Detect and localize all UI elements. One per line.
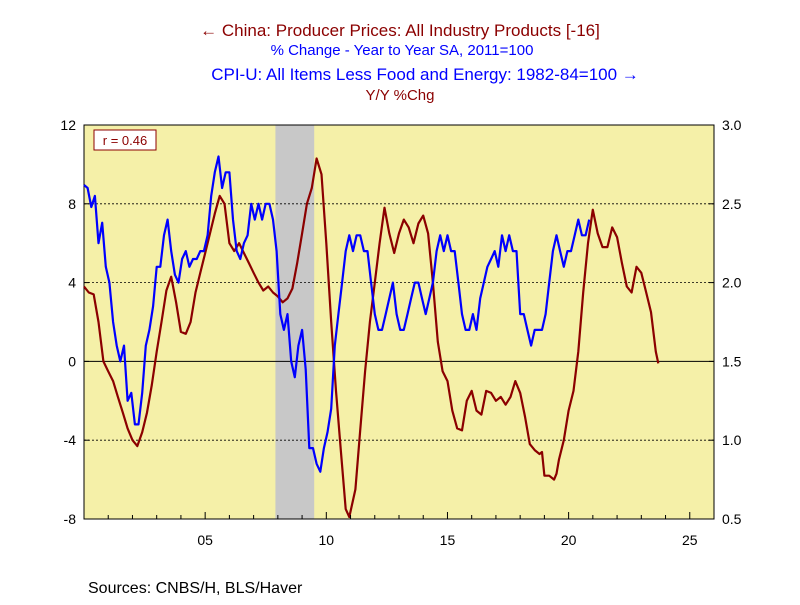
legend-china-ppi: ← China: Producer Prices: All Industry P…	[200, 21, 600, 40]
legend-arrow-right: →	[622, 65, 639, 84]
source-note: Sources: CNBS/H, BLS/Haver	[88, 580, 303, 597]
y-left-tick-label: 4	[68, 275, 76, 291]
legend-china-ppi-subtitle: % Change - Year to Year SA, 2011=100	[271, 42, 534, 59]
plot-area: -8 -4 0 4 8 12 0.5 1.0 1.5 2.0 2.5 3.0 05 10 15 20 25	[60, 117, 741, 548]
x-tick-label: 15	[440, 532, 456, 548]
y-right-tick-label: 2.0	[722, 275, 742, 291]
annotation: r = 0.46	[93, 129, 157, 151]
legend-arrow-left: ←	[200, 21, 222, 40]
y-left-tick-label: 0	[68, 353, 76, 369]
x-tick-label: 05	[197, 532, 213, 548]
y-right-tick-label: 2.5	[722, 196, 742, 212]
x-tick-label: 20	[561, 532, 577, 548]
y-left-tick-label: -4	[64, 432, 77, 448]
y-left-tick-label: 8	[68, 196, 76, 212]
legend-china-ppi-label: China: Producer Prices: All Industry Pro…	[222, 21, 600, 40]
y-right-tick-label: 3.0	[722, 117, 742, 133]
x-tick-label: 10	[319, 532, 335, 548]
y-right-tick-label: 1.5	[722, 353, 742, 369]
y-left-tick-label: 12	[60, 117, 76, 133]
series-line-cpi-u-core	[83, 155, 591, 473]
series-line-china-ppi	[83, 157, 660, 519]
legend-cpi-u-label: CPI-U: All Items Less Food and Energy: 1…	[211, 65, 622, 84]
source-label: Sources: CNBS/H, BLS/Haver	[88, 580, 303, 597]
legend-cpi-u-subtitle: Y/Y %Chg	[366, 87, 435, 104]
x-tick-label: 25	[682, 532, 698, 548]
legend: ← China: Producer Prices: All Industry P…	[200, 21, 639, 104]
correlation-label: r = 0.46	[103, 133, 147, 148]
correlation-box	[93, 129, 157, 151]
y-left-tick-label: -8	[64, 511, 77, 527]
y-right-tick-label: 1.0	[722, 432, 742, 448]
y-right-tick-label: 0.5	[722, 511, 742, 527]
legend-cpi-u: CPI-U: All Items Less Food and Energy: 1…	[211, 65, 639, 84]
